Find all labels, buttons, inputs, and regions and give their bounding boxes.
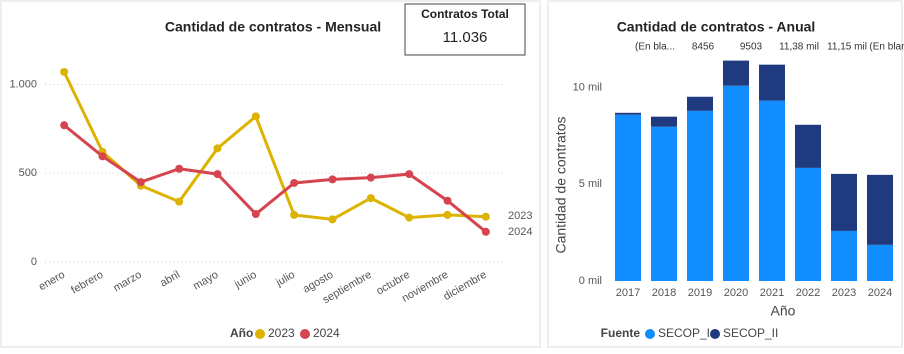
bar-segment: [759, 100, 785, 282]
legend-swatch: [300, 329, 310, 339]
point: [98, 152, 107, 161]
point: [251, 112, 260, 121]
bar-segment: [687, 96, 713, 111]
series-end-label: 2023: [508, 210, 532, 222]
legend-label: 2023: [268, 326, 295, 340]
y-axis-title: Cantidad de contratos: [553, 117, 569, 254]
chart-title: Cantidad de contratos - Anual: [617, 19, 816, 35]
point: [481, 212, 490, 221]
x-tick-label: 2023: [832, 287, 856, 299]
point: [366, 194, 375, 203]
bar-segment: [651, 116, 677, 127]
left-panel: [0, 0, 541, 348]
point: [405, 170, 414, 179]
bar-segment: [687, 110, 713, 281]
x-axis-title: Año: [771, 303, 796, 319]
point: [251, 210, 260, 219]
legend-swatch: [710, 329, 720, 339]
y-tick-label: 0 mil: [579, 275, 602, 287]
point: [290, 210, 299, 219]
bar-segment: [867, 174, 893, 245]
legend-label: SECOP_I: [658, 326, 710, 340]
point: [443, 210, 452, 219]
point: [443, 196, 452, 205]
legend-label: SECOP_II: [723, 326, 778, 340]
bar-segment: [831, 173, 857, 231]
legend-title: Año: [230, 326, 253, 340]
y-tick-label: 5 mil: [579, 178, 602, 190]
x-tick-label: 2019: [688, 287, 712, 299]
bar-segment: [795, 167, 821, 281]
bar-segment: [723, 85, 749, 281]
x-tick-label: 2017: [616, 287, 640, 299]
y-tick-label: 1.000: [9, 78, 37, 90]
bar-segment: [795, 124, 821, 168]
bar-segment: [615, 114, 641, 281]
x-tick-label: 2020: [724, 287, 748, 299]
annotation: 11,38 mil: [779, 42, 819, 53]
y-tick-label: 10 mil: [573, 82, 602, 94]
kpi-value: 11.036: [443, 29, 488, 46]
annotation: (En bla...: [635, 42, 675, 53]
legend-swatch: [255, 329, 265, 339]
kpi-card: [404, 3, 526, 56]
annotation: (En blanco): [869, 42, 904, 53]
point: [213, 144, 222, 153]
x-tick-label: 2018: [652, 287, 676, 299]
series-line: [62, 71, 486, 221]
series-end-label: 2024: [508, 226, 532, 238]
bar-segment: [867, 244, 893, 281]
point: [481, 227, 490, 236]
bar-segment: [723, 60, 749, 86]
annotation: 8456: [692, 42, 715, 53]
point: [328, 215, 337, 224]
series-line: [63, 124, 487, 233]
annotation: 11,15 mil: [827, 42, 867, 53]
bar-segment: [615, 112, 641, 115]
point: [60, 67, 69, 76]
point: [328, 175, 337, 184]
point: [175, 164, 184, 173]
point: [290, 178, 299, 187]
point: [136, 178, 145, 187]
x-tick-label: 2021: [760, 287, 784, 299]
y-tick-label: 500: [19, 167, 37, 179]
point: [405, 213, 414, 222]
chart-title: Cantidad de contratos - Mensual: [165, 19, 381, 35]
legend-label: 2024: [313, 326, 340, 340]
x-tick-label: 2024: [868, 287, 892, 299]
legend-swatch: [645, 329, 655, 339]
bar-segment: [831, 230, 857, 281]
x-tick-label: 2022: [796, 287, 820, 299]
bar-segment: [759, 64, 785, 101]
kpi-title: Contratos Total: [421, 7, 509, 21]
legend-title: Fuente: [601, 326, 641, 340]
point: [175, 197, 184, 206]
bar-segment: [651, 126, 677, 281]
point: [213, 170, 222, 179]
y-tick-label: 0: [31, 256, 37, 268]
point: [366, 173, 375, 182]
point: [60, 121, 69, 130]
annotation: 9503: [740, 42, 763, 53]
